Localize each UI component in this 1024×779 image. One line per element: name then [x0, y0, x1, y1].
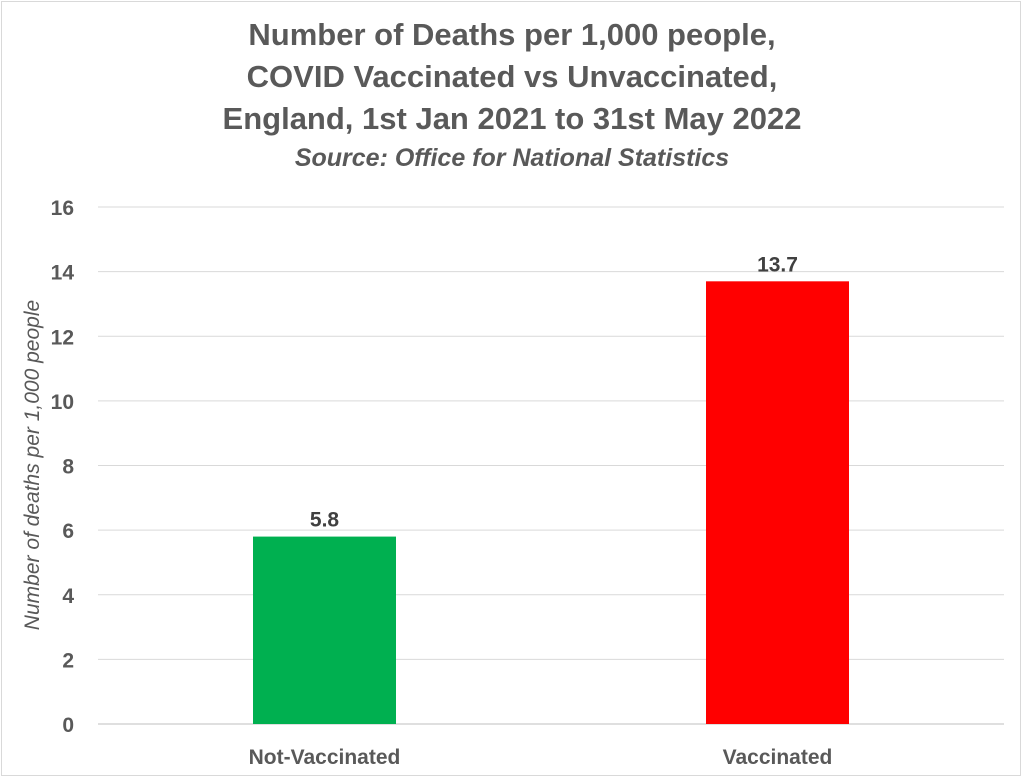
y-tick-label: 2 [62, 649, 74, 672]
y-tick-label: 6 [62, 520, 74, 543]
chart-subtitle: Source: Office for National Statistics [294, 144, 730, 172]
chart-title: Number of Deaths per 1,000 people, COVID… [0, 14, 1024, 176]
x-tick-label: Vaccinated [723, 746, 833, 769]
y-tick-label: 0 [62, 714, 74, 737]
y-tick-label: 12 [51, 326, 74, 349]
title-line-2: COVID Vaccinated vs Unvaccinated, [246, 59, 778, 94]
y-tick-label: 4 [62, 585, 74, 608]
y-tick-label: 16 [51, 197, 74, 220]
title-line-1: Number of Deaths per 1,000 people, [248, 17, 776, 52]
data-label: 5.8 [310, 509, 340, 532]
y-tick-label: 8 [62, 456, 74, 479]
bar [706, 281, 849, 724]
x-tick-label: Not-Vaccinated [249, 746, 401, 769]
y-tick-label: 10 [51, 391, 74, 414]
data-label: 13.7 [757, 253, 798, 276]
title-line-3: England, 1st Jan 2021 to 31st May 2022 [222, 101, 802, 136]
y-tick-label: 14 [51, 262, 75, 285]
bar [253, 536, 396, 724]
